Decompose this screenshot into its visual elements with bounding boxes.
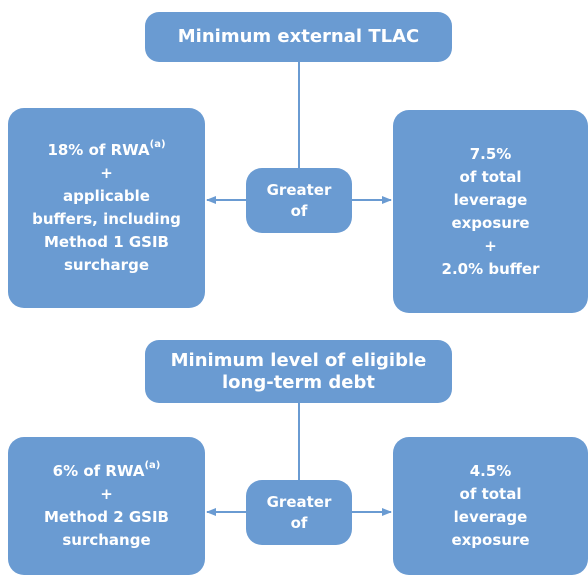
- title-line: long-term debt: [222, 371, 375, 393]
- text: 18% of RWA: [47, 141, 150, 159]
- text-line: exposure: [451, 531, 530, 549]
- text-line: exposure: [451, 213, 530, 232]
- left-box: 18% of RWA(a) + applicable buffers, incl…: [8, 108, 205, 308]
- text-line: surcharge: [63, 256, 149, 274]
- title-line: Minimum external TLAC: [177, 26, 420, 47]
- right-box: 4.5% of total leverage exposure: [393, 437, 588, 575]
- text-line: 18% of RWA(a): [47, 139, 165, 162]
- text-line: of: [290, 513, 308, 532]
- text-line: of: [290, 201, 308, 220]
- text-line: Greater: [266, 180, 332, 199]
- text-line: leverage: [453, 190, 528, 209]
- text-line: of total: [459, 485, 522, 503]
- text-line: 2.0% buffer: [441, 259, 540, 278]
- text-line: 4.5%: [469, 462, 512, 480]
- text-line: 6% of RWA(a): [53, 460, 161, 483]
- center-box: Greater of: [246, 480, 352, 545]
- left-box: 6% of RWA(a) + Method 2 GSIB surchange: [8, 437, 205, 575]
- text-line: leverage: [453, 508, 528, 526]
- text-line: applicable: [63, 187, 150, 205]
- title-line: Minimum level of eligible: [170, 349, 427, 371]
- text-line: Method 1 GSIB: [43, 233, 169, 251]
- text-line: Method 2 GSIB: [43, 508, 169, 526]
- text: 6% of RWA: [52, 462, 145, 480]
- title-box: Minimum level of eligible long-term debt: [145, 340, 452, 403]
- center-box: Greater of: [246, 168, 352, 233]
- footnote: (a): [149, 139, 166, 150]
- text-line: of total: [459, 167, 522, 186]
- title-box: Minimum external TLAC: [145, 12, 452, 62]
- footnote: (a): [144, 460, 161, 471]
- text-line: +: [100, 164, 113, 182]
- text-line: Greater: [266, 492, 332, 511]
- right-box: 7.5% of total leverage exposure + 2.0% b…: [393, 110, 588, 313]
- text-line: +: [484, 236, 497, 255]
- text-line: surchange: [62, 531, 151, 549]
- text-line: 7.5%: [469, 144, 512, 163]
- text-line: buffers, including: [32, 210, 181, 228]
- text-line: +: [100, 485, 113, 503]
